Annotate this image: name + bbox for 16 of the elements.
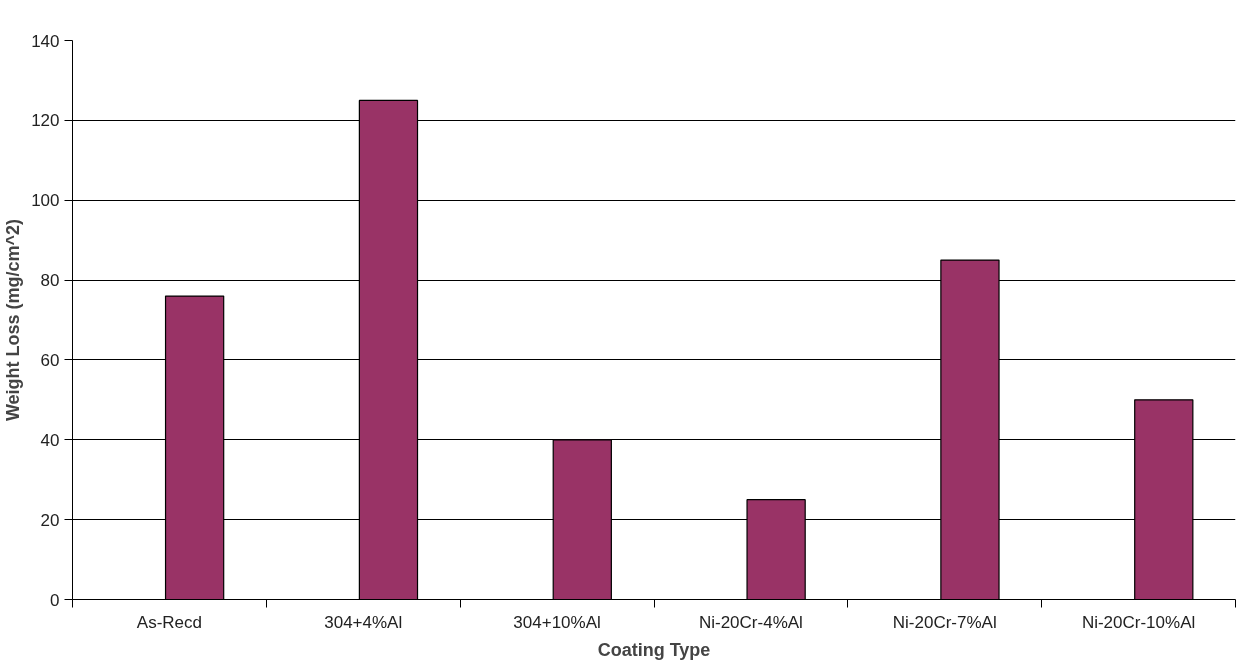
y-tick-label: 140 [31,31,60,51]
y-tick-label: 20 [40,510,60,530]
y-tick-label: 80 [40,271,60,291]
x-tick-label: 304+10%Al [513,612,601,632]
x-tick-label: Ni-20Cr-10%Al [1081,612,1196,632]
x-tick-label: Ni-20Cr-4%Al [698,612,803,632]
y-tick-label: 60 [40,350,60,370]
x-tick-label: Ni-20Cr-7%Al [892,612,997,632]
x-tick-label: 304+4%Al [324,612,403,632]
x-tick-label: As-Recd [136,612,203,632]
y-tick-label: 40 [40,430,60,450]
y-tick-label: 120 [31,111,60,131]
y-axis-title: Weight Loss (mg/cm^2) [3,218,24,422]
y-tick-label: 100 [31,191,60,211]
y-tick-label: 0 [50,590,60,610]
x-axis-title: Coating Type [597,639,711,660]
